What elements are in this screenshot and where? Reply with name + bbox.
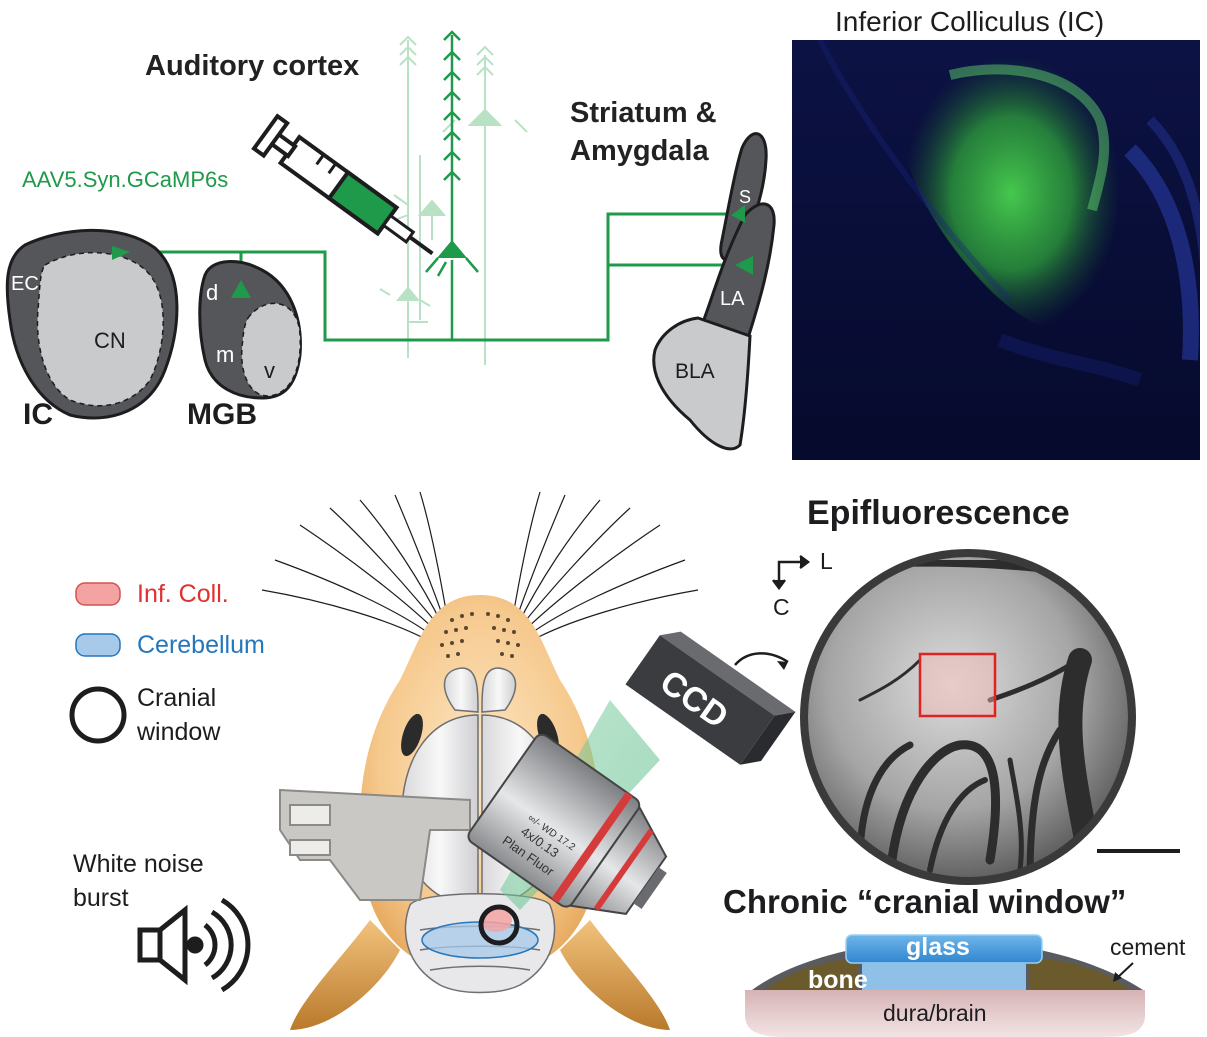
ccd-to-image-arrow bbox=[734, 652, 789, 666]
mgb-m-label: m bbox=[216, 342, 234, 367]
axis-l-label: L bbox=[820, 548, 833, 574]
cranial-window-marker bbox=[478, 904, 520, 946]
cortex-background-neurons bbox=[379, 35, 528, 365]
striatum-arrowhead bbox=[731, 205, 745, 223]
legend-cranial-line1: Cranial bbox=[137, 684, 216, 712]
amygdala-bla bbox=[652, 316, 752, 451]
dura-brain-layer bbox=[745, 990, 1145, 1037]
epifluorescence-panel: Epifluorescence L C bbox=[772, 494, 1180, 885]
ic-fluorescence-image: Inferior Colliculus (IC) bbox=[792, 6, 1200, 460]
legend-cerebellum-swatch bbox=[75, 633, 121, 657]
roi-box bbox=[918, 652, 997, 718]
la-arrowhead bbox=[735, 256, 753, 275]
virus-label: AAV5.Syn.GCaMP6s bbox=[22, 167, 228, 192]
amygdala-la bbox=[697, 202, 776, 340]
legend-inf-coll-swatch bbox=[75, 582, 121, 606]
amygdala-region: S LA BLA bbox=[652, 132, 776, 451]
auditory-cortex-title: Auditory cortex bbox=[145, 50, 359, 82]
s-label: S bbox=[739, 187, 751, 207]
right-ear bbox=[560, 920, 670, 1030]
chronic-title: Chronic “cranial window” bbox=[723, 883, 1126, 920]
sound-label-line1: White noise bbox=[73, 850, 204, 878]
bla-label: BLA bbox=[675, 360, 715, 383]
mgb-ventral bbox=[240, 302, 301, 397]
glass-lower bbox=[862, 963, 1026, 990]
white-noise-stimulus: White noise burst bbox=[73, 850, 251, 993]
mgb-v-label: v bbox=[264, 358, 275, 383]
striatum-title-line2: Amygdala bbox=[570, 135, 709, 167]
ic-region: EC CN IC bbox=[5, 228, 179, 431]
ic-region-title: IC bbox=[23, 398, 53, 431]
ic-arrowhead bbox=[112, 246, 130, 260]
mgb-d-label: d bbox=[206, 280, 218, 305]
legend-cerebellum-label: Cerebellum bbox=[137, 631, 265, 659]
nose-whisker-pads bbox=[440, 612, 520, 658]
syringe-icon bbox=[251, 113, 434, 256]
mgb-arrowhead bbox=[231, 280, 251, 298]
la-label: LA bbox=[720, 288, 745, 310]
mgb-region-title: MGB bbox=[187, 398, 257, 431]
cortex-main-neuron bbox=[425, 30, 479, 340]
cranial-window-diagram: Chronic “cranial window” glass bone ceme… bbox=[723, 883, 1186, 1037]
ic-ec-label: EC bbox=[11, 273, 39, 295]
whiskers bbox=[261, 491, 699, 646]
ic-green-labeling bbox=[902, 54, 1121, 333]
sound-label-line2: burst bbox=[73, 884, 129, 912]
ic-cn-label: CN bbox=[94, 328, 126, 353]
epi-title: Epifluorescence bbox=[807, 494, 1070, 532]
left-eye bbox=[401, 713, 423, 757]
orientation-axes bbox=[772, 555, 811, 591]
mouse-setup: Plan Fluor 4x/0.13 ∞/- WD 17.2 CCD bbox=[261, 491, 796, 1030]
legend: Inf. Coll. Cerebellum Cranial window bbox=[69, 580, 265, 746]
bone-right bbox=[1030, 958, 1130, 990]
bone-left bbox=[765, 958, 858, 990]
cortex-soma bbox=[437, 240, 467, 258]
left-ear bbox=[290, 920, 400, 1030]
axis-c-label: C bbox=[773, 594, 790, 620]
circuit-diagram: EC CN IC d m v MGB S LA BLA bbox=[5, 30, 776, 451]
glass-label: glass bbox=[906, 933, 970, 961]
legend-inf-coll-label: Inf. Coll. bbox=[137, 580, 229, 608]
ic-central-nucleus bbox=[36, 251, 164, 407]
legend-cranial-window-symbol bbox=[69, 686, 127, 744]
headplate bbox=[279, 788, 471, 901]
mgb-region: d m v MGB bbox=[187, 260, 302, 431]
dura-label: dura/brain bbox=[883, 1000, 987, 1026]
ic-image-title: Inferior Colliculus (IC) bbox=[835, 6, 1104, 37]
objective-lens: Plan Fluor 4x/0.13 ∞/- WD 17.2 bbox=[467, 733, 668, 915]
legend-cranial-line2: window bbox=[136, 718, 221, 746]
bone-label: bone bbox=[808, 966, 868, 994]
striatum-title-line1: Striatum & bbox=[570, 97, 717, 129]
cement-label: cement bbox=[1110, 934, 1186, 960]
speaker-icon bbox=[137, 897, 251, 993]
